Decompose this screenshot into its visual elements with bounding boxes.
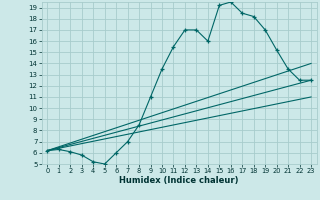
X-axis label: Humidex (Indice chaleur): Humidex (Indice chaleur): [119, 176, 239, 185]
